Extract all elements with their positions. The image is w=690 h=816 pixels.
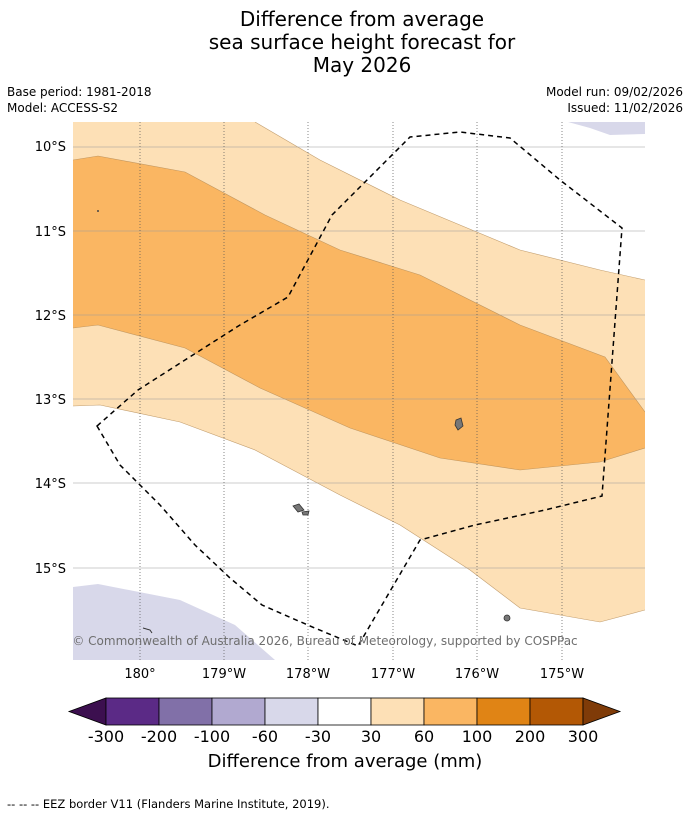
colorbar-tick: -30 [304,727,332,746]
lat-label: 11°S [35,225,66,240]
model-name: Model: ACCESS-S2 [7,101,119,115]
colorbar-tick: 100 [461,727,493,746]
issued-date: Issued: 11/02/2026 [567,101,683,115]
anomaly-patch-lavender-south [73,584,275,660]
colorbar-bin [105,697,160,726]
lat-label: 15°S [35,562,66,577]
island [97,210,99,212]
colorbar-extend-min [67,697,107,726]
island [503,614,511,622]
colorbar-tick: 200 [514,727,546,746]
colorbar-bin [423,697,478,726]
latitude-labels: 10°S 11°S 12°S 13°S 14°S 15°S [35,140,66,577]
eez-border [96,131,623,647]
meta-left: Base period: 1981-2018 Model: ACCESS-S2 [7,84,152,116]
colorbar-bin [211,697,266,726]
anomaly-patch-lavender-north [568,122,645,135]
colorbar-tick: 60 [413,727,435,746]
island [454,417,464,431]
island [301,510,310,516]
colorbar-bin [264,697,319,726]
graticule [73,122,645,660]
map-title: Difference from average sea surface heig… [0,8,690,77]
colorbar-tick: -100 [193,727,231,746]
islands [97,210,511,634]
anomaly-band-mid-orange [73,156,645,470]
island [292,503,305,513]
lon-label: 175°W [540,667,584,682]
title-line-1: Difference from average [239,7,485,31]
title-line-3: May 2026 [312,53,412,77]
lat-label: 12°S [35,309,66,324]
lon-label: 180° [124,667,155,682]
colorbar-bin [370,697,425,726]
copyright-credit: © Commonwealth of Australia 2026, Bureau… [72,634,577,648]
island [142,627,153,634]
colorbar-tick: -60 [251,727,279,746]
eez-legend: -- -- -- EEZ border V11 (Flanders Marine… [7,797,330,811]
map-figure: © Commonwealth of Australia 2026, Bureau… [35,122,645,726]
colorbar-bin [158,697,213,726]
colorbar-extend-max [582,697,622,726]
colorbar-bin [476,697,531,726]
lat-label: 14°S [35,477,66,492]
colorbar-bin [529,697,584,726]
lon-label: 177°W [371,667,415,682]
lon-label: 179°W [202,667,246,682]
model-run: Model run: 09/02/2026 [545,85,683,99]
map-area: © Commonwealth of Australia 2026, Bureau… [72,122,645,660]
colorbar-tick: -200 [140,727,178,746]
meta-right: Model run: 09/02/2026 Issued: 11/02/2026 [546,84,683,116]
colorbar [67,697,622,726]
eez-legend-text: EEZ border V11 (Flanders Marine Institut… [42,797,330,811]
lon-label: 176°W [455,667,499,682]
colorbar-tick-labels: -300 -200 -100 -60 -30 30 60 100 200 300 [0,727,690,747]
longitude-labels: 180° 179°W 178°W 177°W 176°W 175°W [124,667,584,682]
colorbar-title: Difference from average (mm) [207,751,483,772]
lat-label: 13°S [35,393,66,408]
title-line-2: sea surface height forecast for [208,30,516,54]
colorbar-bin [317,697,372,726]
lon-label: 178°W [286,667,330,682]
colorbar-tick: 30 [360,727,382,746]
colorbar-tick: -300 [87,727,125,746]
colorbar-tick: 300 [567,727,599,746]
eez-legend-symbol: -- -- -- [7,797,40,811]
lat-label: 10°S [35,140,66,155]
base-period: Base period: 1981-2018 [7,85,152,99]
